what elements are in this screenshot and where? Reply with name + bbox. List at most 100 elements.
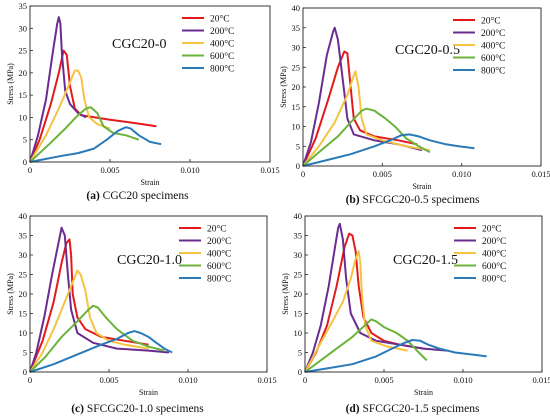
y-tick-label-d-0: 0 [298,367,302,377]
x-axis-label-c: Strain [139,388,158,397]
y-tick-label-a-0: 0 [23,157,27,167]
caption-b: (b) SFCGC20-0.5 specimens [275,192,550,208]
y-tick-label-c-1: 5 [23,348,27,358]
legend-label-d-2: 400°C [482,249,506,260]
legend-label-a-4: 800°C [210,64,234,75]
series-line-d-0 [304,232,424,373]
y-tick-label-b-5: 25 [292,62,301,72]
x-axis-label-d: Strain [414,388,433,397]
legend-label-a-2: 400°C [210,39,234,50]
y-tick-label-c-6: 30 [19,250,28,260]
chart-a: 0 0.005 0.010 0.015 0 5 10 15 20 25 30 35 Strain Stre… [6,1,280,187]
series-line-c-4 [29,330,173,373]
plot-frame-a [29,5,271,163]
x-tick-label-a-1: 0.005 [100,165,119,175]
chart-d: 0 0.005 0.010 0.015 0 5 10 15 20 25 30 35 40 Strain St… [281,211,550,397]
legend-label-d-4: 800°C [482,274,506,285]
series-line-a-0 [29,49,157,163]
series-line-b-4 [302,133,475,167]
y-tick-label-d-1: 5 [298,348,302,358]
y-tick-label-c-8: 40 [19,211,28,221]
x-tick-label-d-2: 0.010 [453,375,472,385]
y-tick-label-b-2: 10 [292,122,301,132]
series-line-a-1 [29,16,87,163]
caption-b-text: SFCGC20-0.5 specimens [359,194,480,206]
y-tick-label-b-0: 0 [296,161,300,171]
x-tick-label-b-0: 0 [301,169,305,179]
legend-label-c-3: 600°C [207,261,231,272]
caption-a-text: CGC20 specimens [99,190,189,202]
legend-label-d-0: 20°C [482,224,502,235]
y-tick-label-c-7: 35 [19,231,28,241]
y-tick-label-d-5: 25 [294,270,303,280]
legend-label-a-0: 20°C [210,14,230,25]
panel-title-d: CGC20-1.5 [393,253,458,268]
y-tick-label-a-6: 30 [19,23,28,33]
legend-label-a-1: 200°C [210,26,234,37]
caption-d-label: (d) [345,403,360,415]
legend-label-b-3: 600°C [481,53,505,64]
x-tick-label-a-0: 0 [28,165,32,175]
series-line-c-3 [29,304,165,373]
series-line-d-3 [304,318,428,373]
x-axis-label-b: Strain [412,182,431,191]
y-tick-label-c-4: 20 [19,289,28,299]
legend-label-a-3: 600°C [210,51,234,62]
series-line-a-3 [29,106,140,163]
caption-c-text: SFCGC20-1.0 specimens [83,403,204,415]
y-tick-label-b-8: 40 [292,3,301,13]
y-tick-label-b-3: 15 [292,102,301,112]
y-axis-label-d: Stress (MPa) [281,273,290,315]
series-line-c-1 [29,226,170,373]
series-line-a-4 [29,126,162,163]
series-line-b-1 [302,26,423,167]
y-tick-label-a-3: 15 [19,90,28,100]
y-tick-label-d-4: 20 [294,289,303,299]
caption-d-text: SFCGC20-1.5 specimens [359,403,480,415]
chart-b: 0 0.005 0.010 0.015 0 5 10 15 20 25 30 35 40 Strain St… [279,3,550,191]
y-axis-label-a: Stress (MPa) [6,63,15,105]
series-line-d-2 [304,250,408,373]
caption-a: (a) CGC20 specimens [0,188,275,204]
y-tick-label-d-8: 40 [294,211,303,221]
series-line-b-0 [302,50,418,167]
x-tick-label-b-2: 0.010 [452,169,471,179]
y-tick-label-b-7: 35 [292,23,301,33]
chart-c: 0 0.005 0.010 0.015 0 5 10 15 20 25 30 35 40 Strain St… [6,211,277,397]
y-tick-label-a-5: 25 [19,46,28,56]
y-tick-label-d-3: 15 [294,309,303,319]
y-tick-label-a-7: 35 [19,1,28,11]
x-tick-label-a-2: 0.010 [180,165,199,175]
legend-label-b-4: 800°C [481,66,505,77]
caption-a-label: (a) [86,190,100,202]
series-line-d-4 [304,339,487,373]
y-tick-label-d-6: 30 [294,250,303,260]
x-tick-label-d-1: 0.005 [374,375,393,385]
y-axis-label-b: Stress (MPa) [279,66,288,108]
x-axis-label-a: Strain [140,178,159,187]
legend-label-c-2: 400°C [207,249,231,260]
y-tick-label-d-2: 10 [294,328,303,338]
legend-label-c-0: 20°C [207,224,227,235]
x-tick-label-c-1: 0.005 [99,375,118,385]
y-tick-label-b-1: 5 [296,141,300,151]
caption-c-label: (c) [71,403,84,415]
x-tick-label-b-3: 0.015 [531,169,550,179]
panel-title-c: CGC20-1.0 [117,253,182,268]
panel-title-b: CGC20-0.5 [395,43,460,58]
y-tick-label-c-2: 10 [19,328,28,338]
legend-label-c-4: 800°C [207,274,231,285]
legend-label-b-0: 20°C [481,16,501,27]
x-tick-label-c-3: 0.015 [257,375,276,385]
y-tick-label-c-0: 0 [23,367,27,377]
legend-label-b-1: 200°C [481,28,505,39]
y-tick-label-a-2: 10 [19,112,28,122]
series-line-a-2 [29,69,111,163]
caption-d: (d) SFCGC20-1.5 specimens [275,401,550,417]
legend-label-c-1: 200°C [207,236,231,247]
y-tick-label-b-6: 30 [292,43,301,53]
x-tick-label-a-3: 0.015 [260,165,279,175]
y-tick-label-b-4: 20 [292,82,301,92]
y-tick-label-a-1: 5 [23,135,27,145]
